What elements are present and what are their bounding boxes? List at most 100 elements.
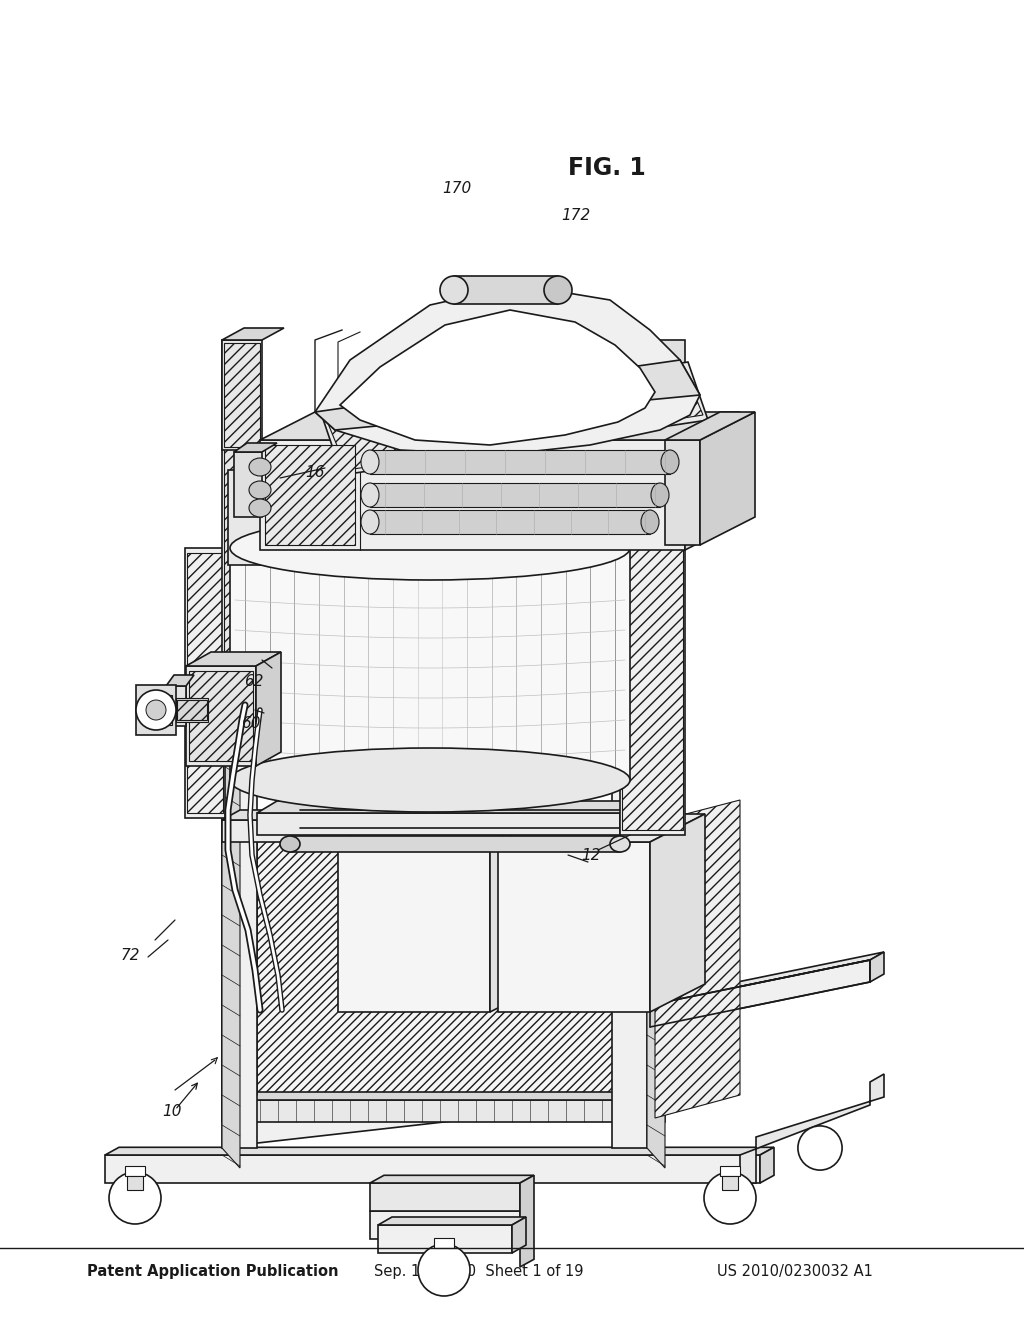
Circle shape <box>798 1126 842 1170</box>
Polygon shape <box>322 362 708 475</box>
Text: Patent Application Publication: Patent Application Publication <box>87 1265 339 1279</box>
Text: 12: 12 <box>582 847 601 863</box>
Polygon shape <box>685 412 740 550</box>
Polygon shape <box>370 1183 520 1210</box>
Polygon shape <box>105 1147 774 1155</box>
Polygon shape <box>650 814 705 1012</box>
Circle shape <box>705 1172 756 1224</box>
Polygon shape <box>127 1176 143 1191</box>
Text: Sep. 16, 2010  Sheet 1 of 19: Sep. 16, 2010 Sheet 1 of 19 <box>374 1265 584 1279</box>
Ellipse shape <box>440 276 468 304</box>
Polygon shape <box>222 810 665 820</box>
Polygon shape <box>257 801 655 813</box>
Polygon shape <box>187 553 223 813</box>
Ellipse shape <box>610 836 630 851</box>
Polygon shape <box>166 675 194 686</box>
Polygon shape <box>378 1225 512 1253</box>
Polygon shape <box>230 548 630 780</box>
Ellipse shape <box>662 450 679 474</box>
Polygon shape <box>650 960 870 1027</box>
Polygon shape <box>327 367 703 470</box>
Text: 10: 10 <box>162 1104 181 1119</box>
Polygon shape <box>498 842 650 1012</box>
Polygon shape <box>105 1155 760 1183</box>
Circle shape <box>418 1243 470 1296</box>
Polygon shape <box>665 440 700 545</box>
Polygon shape <box>665 412 755 440</box>
Text: 62: 62 <box>244 673 263 689</box>
Ellipse shape <box>651 483 669 507</box>
Polygon shape <box>256 652 281 766</box>
Polygon shape <box>260 440 685 550</box>
Ellipse shape <box>249 499 271 517</box>
Text: 72: 72 <box>121 948 140 964</box>
Polygon shape <box>228 470 268 565</box>
Polygon shape <box>224 343 260 447</box>
Polygon shape <box>290 836 620 851</box>
Polygon shape <box>222 1092 679 1100</box>
Polygon shape <box>760 1147 774 1183</box>
Polygon shape <box>234 451 262 517</box>
Polygon shape <box>315 360 700 430</box>
Polygon shape <box>125 1166 145 1176</box>
Ellipse shape <box>249 458 271 477</box>
Ellipse shape <box>544 276 572 304</box>
Ellipse shape <box>361 510 379 535</box>
Polygon shape <box>498 814 705 842</box>
Ellipse shape <box>361 483 379 507</box>
Text: 60: 60 <box>241 715 260 731</box>
Polygon shape <box>177 700 207 719</box>
Polygon shape <box>740 1074 884 1183</box>
Polygon shape <box>370 1210 520 1239</box>
Polygon shape <box>176 698 208 722</box>
Polygon shape <box>222 565 257 1148</box>
Polygon shape <box>222 1100 665 1122</box>
Polygon shape <box>234 444 278 451</box>
Polygon shape <box>186 667 256 766</box>
Text: 170: 170 <box>442 181 472 197</box>
Polygon shape <box>620 440 720 459</box>
Ellipse shape <box>280 836 300 851</box>
Polygon shape <box>265 445 355 545</box>
Ellipse shape <box>230 516 630 579</box>
Polygon shape <box>260 412 740 440</box>
Polygon shape <box>186 652 281 667</box>
Polygon shape <box>722 1176 738 1191</box>
Polygon shape <box>222 822 683 1144</box>
Polygon shape <box>378 1217 526 1225</box>
Polygon shape <box>222 341 260 660</box>
Polygon shape <box>136 685 176 735</box>
Text: 172: 172 <box>561 207 591 223</box>
Polygon shape <box>222 565 240 1168</box>
Polygon shape <box>257 813 620 836</box>
Text: 16: 16 <box>305 465 325 480</box>
Ellipse shape <box>361 450 379 474</box>
Polygon shape <box>340 310 655 445</box>
Ellipse shape <box>249 480 271 499</box>
Polygon shape <box>620 459 685 836</box>
Polygon shape <box>370 510 650 535</box>
Polygon shape <box>338 842 490 1012</box>
Polygon shape <box>166 686 186 726</box>
Circle shape <box>146 700 166 719</box>
Polygon shape <box>222 341 262 450</box>
Polygon shape <box>520 1175 534 1267</box>
Polygon shape <box>222 820 647 842</box>
Polygon shape <box>224 345 258 655</box>
Polygon shape <box>454 276 558 304</box>
Polygon shape <box>512 1217 526 1253</box>
Circle shape <box>109 1172 161 1224</box>
Text: FIG. 1: FIG. 1 <box>568 156 646 180</box>
Polygon shape <box>370 1175 534 1183</box>
Polygon shape <box>650 952 884 1005</box>
Polygon shape <box>870 952 884 982</box>
Polygon shape <box>222 822 683 1119</box>
Polygon shape <box>434 1238 454 1247</box>
Polygon shape <box>647 565 665 1168</box>
Polygon shape <box>370 450 670 474</box>
Ellipse shape <box>641 510 659 535</box>
Polygon shape <box>222 327 284 341</box>
Polygon shape <box>185 548 225 818</box>
Polygon shape <box>490 814 545 1012</box>
Text: US 2010/0230032 A1: US 2010/0230032 A1 <box>717 1265 872 1279</box>
